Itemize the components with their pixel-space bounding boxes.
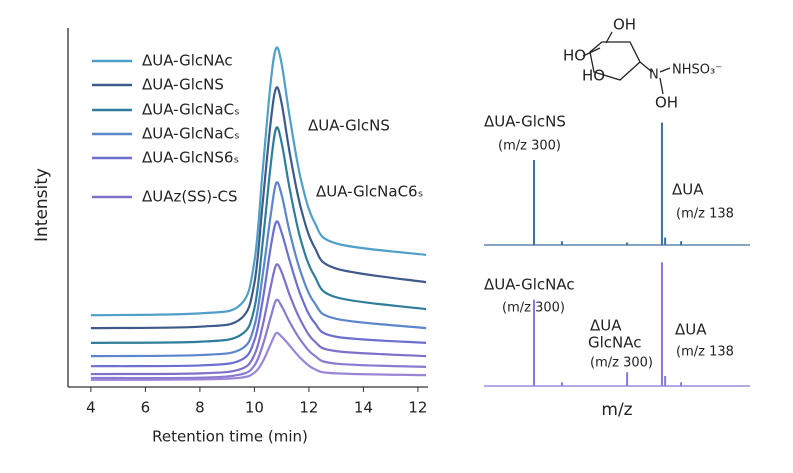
- trace: [90, 331, 427, 381]
- annotation: ΔUA: [590, 317, 622, 335]
- annotation: (m/z 300): [502, 301, 565, 316]
- trace: [90, 263, 427, 376]
- annotation: ΔUA-GlcNaC6ₛ: [316, 183, 423, 201]
- trace: [90, 220, 427, 368]
- legend-label: ΔUAz(SS)-CS: [142, 188, 238, 206]
- x-axis-label: m/z: [601, 400, 632, 420]
- x-tick-label: 14: [354, 399, 373, 417]
- atom-label: OH: [655, 94, 678, 112]
- trace: [90, 86, 427, 330]
- annotation: GlcNAc: [588, 334, 642, 352]
- trace: [90, 298, 427, 380]
- atom-label: HO: [582, 67, 605, 85]
- annotation: ΔUA-GlcNAc: [484, 276, 575, 294]
- bond: [639, 61, 653, 73]
- bond: [659, 77, 664, 95]
- atom-label: HO: [563, 47, 586, 65]
- legend-label: ΔUA-GlcNAc: [142, 52, 233, 70]
- annotation: ΔUA-GlcNS: [308, 117, 390, 135]
- legend-label: ΔUA-GlcNS6ₛ: [142, 149, 239, 167]
- legend-label: ΔUA-GlcNaCₛ: [142, 101, 240, 119]
- x-tick-label: 12: [408, 399, 427, 417]
- annotation: ΔUA: [672, 181, 704, 199]
- legend-label: ΔUA-GlcNaCₛ: [142, 125, 240, 143]
- atom-label: N: [649, 68, 659, 83]
- legend-label: ΔUA-GlcNS: [142, 76, 224, 94]
- x-axis-label: Retention time (min): [152, 428, 308, 446]
- annotation: ΔUA: [675, 321, 707, 339]
- bond: [659, 67, 671, 73]
- annotation: (m/z 300): [498, 139, 561, 154]
- annotation: (m/z 138: [676, 345, 734, 360]
- structure: OH HO HO N NHSO₃⁻ OH: [563, 16, 722, 112]
- x-tick-label: 8: [195, 399, 205, 417]
- annotation: (m/z 138: [676, 207, 734, 222]
- bond: [605, 31, 613, 44]
- y-axis-label: Intensity: [32, 168, 52, 242]
- bond: [582, 47, 601, 57]
- trace: [90, 181, 427, 358]
- trace: [90, 46, 427, 317]
- x-tick-label: 6: [141, 399, 151, 417]
- x-tick-label: 10: [245, 399, 264, 417]
- atom-label: NHSO₃⁻: [672, 63, 722, 78]
- x-tick-label: 4: [86, 399, 96, 417]
- x-tick-label: 12: [299, 399, 318, 417]
- trace: [90, 126, 427, 344]
- annotation: (m/z 300): [590, 356, 653, 371]
- atom-label: OH: [613, 16, 636, 34]
- annotation: ΔUA-GlcNS: [484, 113, 566, 131]
